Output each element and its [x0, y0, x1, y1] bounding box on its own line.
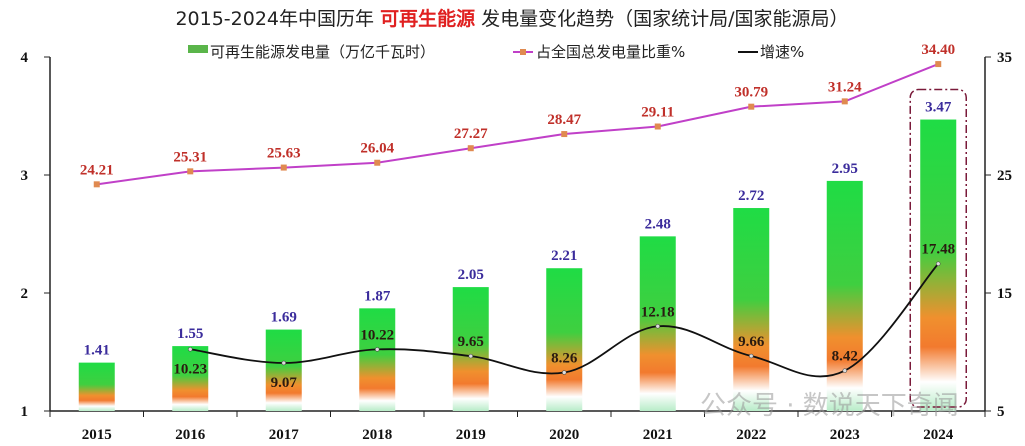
- right-tick-label: 5: [997, 404, 1005, 420]
- left-tick-label: 2: [21, 286, 29, 302]
- legend-share-label: 占全国总发电量比重%: [536, 43, 685, 61]
- x-tick-label: 2017: [269, 427, 300, 443]
- bar-2022: [733, 208, 770, 411]
- growth-marker: [749, 353, 754, 359]
- bar-2021: [639, 236, 676, 411]
- x-tick-label: 2016: [175, 427, 206, 443]
- growth-line: [190, 263, 939, 378]
- legend-bar-swatch: [188, 45, 208, 53]
- growth-marker: [281, 360, 286, 366]
- legend-bar-label: 可再生能源发电量（万亿千瓦时）: [210, 43, 435, 61]
- growth-label: 9.07: [271, 375, 298, 391]
- growth-marker: [375, 347, 380, 352]
- bar-label: 1.41: [84, 343, 110, 359]
- growth-label: 9.66: [738, 334, 765, 350]
- share-line: [96, 63, 939, 186]
- growth-marker: [468, 353, 473, 359]
- share-label: 27.27: [454, 126, 488, 142]
- bar-label: 2.48: [645, 216, 671, 232]
- share-marker: [841, 98, 848, 105]
- share-label: 28.47: [547, 112, 581, 128]
- x-tick-label: 2020: [549, 427, 579, 443]
- growth-marker: [936, 261, 941, 266]
- growth-label: 12.18: [641, 304, 675, 320]
- share-label: 34.40: [921, 42, 955, 58]
- bar-2015: [78, 362, 115, 411]
- bar-2019: [452, 287, 489, 411]
- growth-label: 10.22: [360, 327, 394, 343]
- bar-2018: [359, 308, 396, 411]
- right-tick-label: 15: [997, 286, 1012, 302]
- growth-marker: [842, 368, 847, 373]
- share-label: 25.63: [267, 146, 301, 162]
- watermark: 公众号 · 数说天下奇闻: [700, 391, 959, 421]
- share-marker: [935, 61, 942, 68]
- growth-label: 17.48: [921, 242, 955, 258]
- share-label: 30.79: [734, 85, 768, 101]
- x-tick-label: 2021: [643, 427, 673, 443]
- highlight-box: [909, 88, 967, 408]
- share-label: 26.04: [360, 141, 394, 157]
- growth-marker: [655, 324, 660, 329]
- legend: 可再生能源发电量（万亿千瓦时） 占全国总发电量比重% 增速%: [188, 43, 804, 61]
- bar-label: 2.05: [458, 267, 484, 283]
- growth-label: 9.65: [458, 334, 484, 350]
- share-marker: [374, 159, 381, 166]
- bar-label: 3.47: [925, 100, 952, 116]
- bar-label: 1.55: [177, 326, 203, 342]
- share-marker: [467, 145, 474, 152]
- x-tick-label: 2019: [456, 427, 486, 443]
- bar-label: 1.69: [271, 310, 297, 326]
- share-marker: [187, 168, 194, 175]
- x-tick-label: 2018: [362, 427, 392, 443]
- chart-title: 2015-2024年中国历年 可再生能源 发电量变化趋势（国家统计局/国家能源局…: [175, 7, 848, 30]
- growth-label: 10.23: [173, 361, 207, 377]
- share-marker: [561, 131, 568, 138]
- bar-2020: [546, 268, 583, 411]
- bar-label: 1.87: [364, 288, 391, 304]
- right-tick-label: 25: [997, 168, 1012, 184]
- right-tick-label: 35: [997, 50, 1012, 66]
- bar-2016: [172, 346, 209, 411]
- bar-label: 2.72: [738, 188, 764, 204]
- share-marker: [654, 123, 661, 130]
- x-tick-label: 2023: [830, 427, 860, 443]
- legend-growth-label: 增速%: [760, 43, 804, 61]
- bar-2017: [265, 329, 302, 411]
- x-tick-label: 2022: [736, 427, 766, 443]
- share-label: 31.24: [828, 79, 862, 95]
- share-label: 24.21: [80, 162, 114, 178]
- share-marker: [93, 181, 100, 188]
- growth-marker: [188, 347, 193, 352]
- bar-label: 2.95: [832, 161, 858, 177]
- share-label: 29.11: [641, 105, 674, 121]
- bar-label: 2.21: [551, 248, 577, 264]
- left-tick-label: 3: [21, 168, 29, 184]
- growth-label: 8.26: [551, 351, 578, 367]
- share-marker: [748, 103, 755, 110]
- share-marker: [280, 164, 287, 171]
- left-tick-label: 1: [21, 404, 29, 420]
- growth-label: 8.42: [832, 349, 858, 365]
- x-tick-label: 2015: [82, 427, 112, 443]
- growth-marker: [562, 370, 567, 375]
- share-label: 25.31: [173, 149, 207, 165]
- legend-share-marker: [520, 49, 526, 55]
- x-tick-label: 2024: [923, 427, 954, 443]
- left-tick-label: 4: [21, 50, 29, 66]
- bar-2023: [826, 180, 863, 411]
